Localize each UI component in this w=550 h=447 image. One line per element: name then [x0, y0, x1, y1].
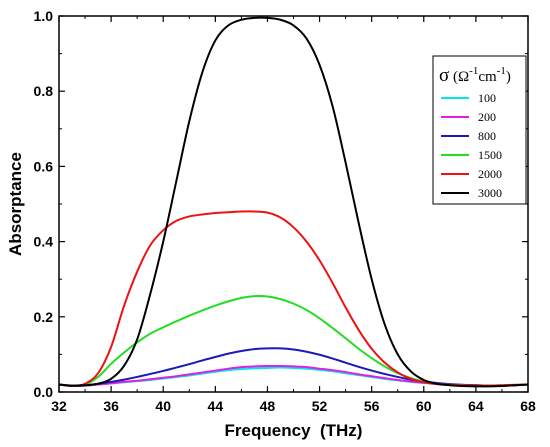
series-layer — [58, 16, 529, 388]
x-tick-label-56: 56 — [364, 398, 380, 414]
legend-label-1500: 1500 — [478, 148, 502, 162]
y-tick-label-0.4: 0.4 — [34, 234, 54, 250]
x-tick-label-36: 36 — [103, 398, 119, 414]
legend-label-2000: 2000 — [478, 167, 502, 181]
x-tick-label-68: 68 — [520, 398, 536, 414]
series-line-200 — [58, 365, 529, 388]
series-line-1500 — [58, 294, 529, 387]
x-tick-label-44: 44 — [208, 398, 224, 414]
legend-label-3000: 3000 — [478, 186, 502, 200]
legend-box — [432, 55, 527, 205]
x-tick-label-64: 64 — [468, 398, 484, 414]
legend-label-100: 100 — [478, 91, 496, 105]
legend-title-sup2: -1 — [497, 65, 506, 77]
y-tick-label-0.6: 0.6 — [34, 158, 54, 174]
legend-title-mid: cm — [478, 69, 497, 85]
legend-title-close: ) — [506, 69, 511, 85]
series-line-2000 — [58, 210, 529, 387]
legend-items: 100 200 800 1500 2000 3000 — [441, 91, 502, 200]
series-line-100 — [58, 366, 529, 388]
x-tick-label-40: 40 — [155, 398, 171, 414]
x-tick-label-52: 52 — [312, 398, 328, 414]
y-axis-title: Absorptance — [6, 152, 25, 256]
x-tick-label-60: 60 — [416, 398, 432, 414]
legend-title-open: (Ω — [449, 69, 469, 85]
legend-label-200: 200 — [478, 110, 496, 124]
legend-label-800: 800 — [478, 129, 496, 143]
x-tick-label-48: 48 — [260, 398, 276, 414]
y-tick-label-0.2: 0.2 — [34, 309, 54, 325]
legend-title-sup1: -1 — [469, 65, 478, 77]
y-tick-label-1.0: 1.0 — [34, 8, 54, 24]
x-tick-label-32: 32 — [51, 398, 67, 414]
x-axis-title: Frequency (THz) — [225, 421, 363, 440]
y-tick-label-0.8: 0.8 — [34, 83, 54, 99]
legend-title: σ (Ω-1cm-1) — [439, 65, 511, 86]
legend-title-sigma: σ — [439, 65, 449, 86]
series-line-3000 — [58, 16, 529, 388]
ticks-layer: 32 36 40 44 48 52 56 60 64 68 0.0 0.2 0.4 0.6 0.8 1.0 — [34, 8, 536, 414]
y-tick-label-0.0: 0.0 — [34, 384, 54, 400]
